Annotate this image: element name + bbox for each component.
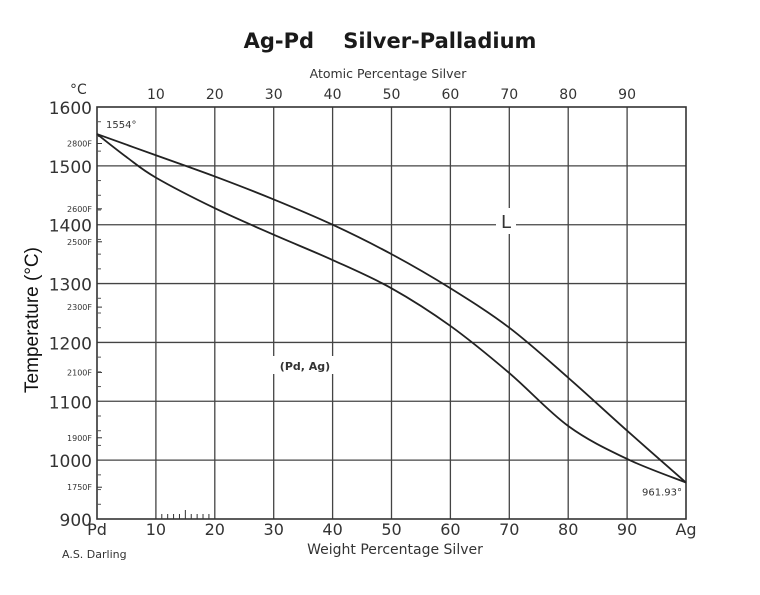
- x-tick-label: 90: [617, 520, 637, 539]
- label-backing: [273, 356, 337, 374]
- top-tick-label: 30: [265, 87, 283, 103]
- ag-melting-point-label: 961.93°: [642, 488, 682, 499]
- credit-label: A.S. Darling: [62, 548, 127, 561]
- x-tick-label: 60: [440, 520, 460, 539]
- y-axis-label: Temperature (°C): [22, 247, 43, 393]
- top-tick-label: 70: [500, 87, 518, 103]
- fahrenheit-tick-label: 2100F: [67, 368, 92, 377]
- y-tick-label: 1300: [49, 276, 92, 296]
- top-tick-label: 80: [559, 87, 577, 103]
- x-tick-label: 20: [205, 520, 225, 539]
- y-tick-label: 1100: [49, 393, 92, 413]
- top-axis-label: Atomic Percentage Silver: [310, 66, 468, 81]
- fahrenheit-tick-label: 2600F: [67, 205, 92, 214]
- grid-lines: [97, 107, 686, 519]
- fahrenheit-tick-label: 2800F: [67, 139, 92, 148]
- top-tick-label: 10: [147, 87, 165, 103]
- y-tick-label: 900: [60, 511, 92, 531]
- x-tick-label: 50: [381, 520, 401, 539]
- y-tick-label: 1600: [49, 99, 92, 119]
- fahrenheit-tick-label: 2300F: [67, 303, 92, 312]
- x-tick-label: 80: [558, 520, 578, 539]
- liquid-phase-label: L: [501, 212, 511, 233]
- fahrenheit-tick-label: 2500F: [67, 238, 92, 247]
- top-tick-label: 20: [206, 87, 224, 103]
- phase-curves: [96, 133, 687, 484]
- y-tick-label: 1500: [49, 158, 92, 178]
- x-tick-label: 40: [322, 520, 342, 539]
- x-tick-label: Ag: [675, 520, 696, 539]
- fahrenheit-tick-label: 1750F: [67, 483, 92, 492]
- pd-melting-point-label: 1554°: [106, 120, 136, 131]
- chart-title: Ag-Pd Silver-Palladium: [244, 29, 537, 53]
- annotations: 1554° 961.93° L (Pd, Ag): [106, 120, 682, 498]
- solid-solution-label: (Pd, Ag): [280, 360, 330, 373]
- x-tick-label: Pd: [87, 520, 107, 539]
- label-backing: [496, 208, 516, 234]
- top-tick-label: 60: [441, 87, 459, 103]
- y-tick-label: 1400: [49, 217, 92, 237]
- fahrenheit-tick-label: 1900F: [67, 434, 92, 443]
- x-tick-label: 10: [146, 520, 166, 539]
- solidus-curve: [96, 133, 687, 484]
- x-axis-label: Weight Percentage Silver: [307, 542, 483, 558]
- top-tick-label: 40: [324, 87, 342, 103]
- y-tick-label: 1200: [49, 334, 92, 354]
- x-tick-label: 30: [264, 520, 284, 539]
- top-tick-label: 90: [618, 87, 636, 103]
- liquidus-curve: [96, 133, 687, 484]
- x-tick-label: 70: [499, 520, 519, 539]
- axis-ticks: Pd 10 20 30 40 50 60 70 80 90 Ag 10 20 30 40 50 60 70 80 90…: [49, 87, 697, 539]
- y-unit-label: °C: [70, 82, 87, 98]
- top-tick-label: 50: [383, 87, 401, 103]
- y-tick-label: 1000: [49, 452, 92, 472]
